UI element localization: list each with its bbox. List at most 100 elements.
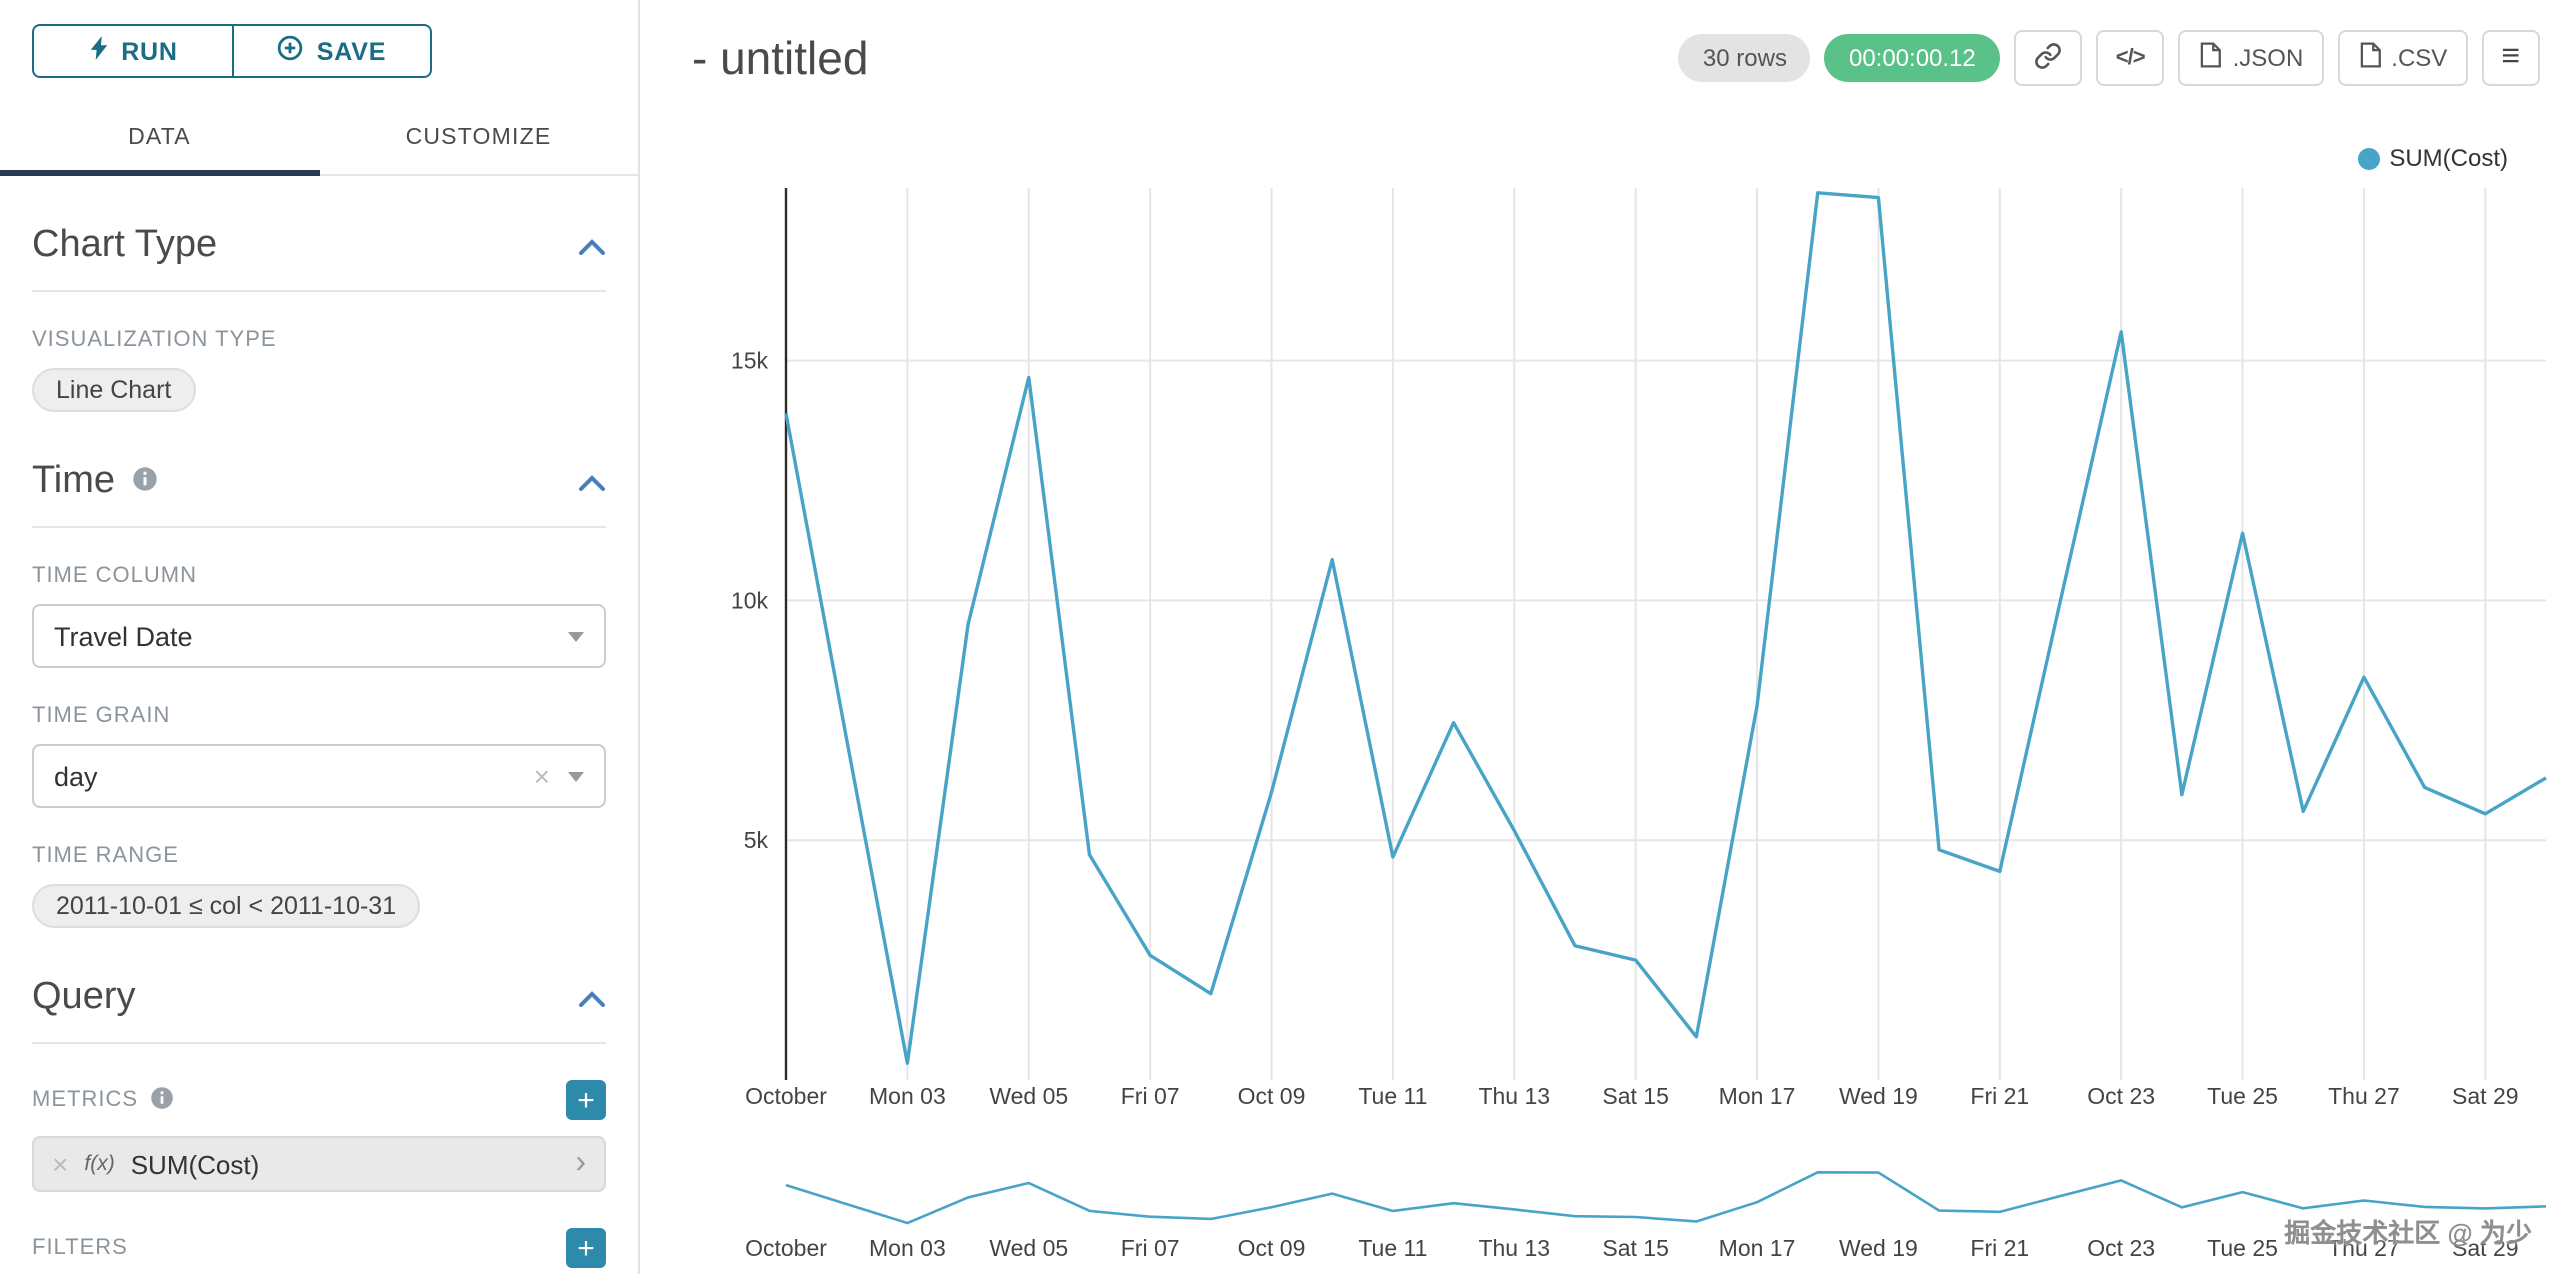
legend-dot — [2357, 147, 2380, 169]
svg-text:Sat 15: Sat 15 — [1602, 1235, 1669, 1261]
svg-text:Mon 03: Mon 03 — [869, 1235, 946, 1261]
export-json-button[interactable]: .JSON — [2178, 30, 2324, 86]
chart-menu-button[interactable]: ≡ — [2481, 30, 2540, 86]
metrics-label: METRICS — [32, 1088, 138, 1112]
svg-text:Mon 17: Mon 17 — [1719, 1083, 1796, 1109]
svg-text:Tue 25: Tue 25 — [2207, 1235, 2278, 1261]
metric-value: SUM(Cost) — [130, 1149, 260, 1179]
info-icon — [131, 460, 157, 504]
svg-text:Oct 23: Oct 23 — [2087, 1235, 2155, 1261]
chart-panel: 5k 10k 15k October October Mon 03 Mon 03 Wed 05… — [640, 0, 2576, 1274]
time-range-label: TIME RANGE — [32, 844, 179, 868]
svg-text:October: October — [745, 1083, 827, 1109]
svg-text:Oct 09: Oct 09 — [1238, 1235, 1306, 1261]
section-title: Time — [32, 460, 116, 502]
chart-header-controls: 30 rows 00:00:00.12 </> .JSON .CSV — [1678, 30, 2540, 86]
chart-legend[interactable]: SUM(Cost) — [2357, 144, 2508, 172]
export-csv-button[interactable]: .CSV — [2337, 30, 2468, 86]
time-column-select[interactable]: Travel Date — [32, 604, 606, 668]
export-csv-label: .CSV — [2391, 44, 2448, 72]
time-range-value[interactable]: 2011-10-01 ≤ col < 2011-10-31 — [32, 884, 421, 928]
run-button[interactable]: RUN — [32, 24, 233, 78]
tab-customize[interactable]: CUSTOMIZE — [405, 126, 552, 150]
hamburger-menu-icon: ≡ — [2501, 40, 2520, 74]
svg-text:Mon 17: Mon 17 — [1719, 1235, 1796, 1261]
svg-text:Fri 21: Fri 21 — [1970, 1235, 2029, 1261]
svg-text:Fri 07: Fri 07 — [1121, 1235, 1180, 1261]
view-query-button[interactable]: </> — [2095, 30, 2165, 86]
svg-text:Tue 11: Tue 11 — [1358, 1235, 1427, 1261]
svg-text:October: October — [745, 1235, 827, 1261]
svg-text:Wed 19: Wed 19 — [1839, 1235, 1918, 1261]
svg-text:Mon 03: Mon 03 — [869, 1083, 946, 1109]
svg-text:Wed 05: Wed 05 — [989, 1083, 1068, 1109]
svg-text:Thu 13: Thu 13 — [1478, 1083, 1550, 1109]
metric-token[interactable]: × f(x) SUM(Cost) › — [32, 1136, 606, 1192]
query-timer-badge: 00:00:00.12 — [1824, 34, 2000, 82]
filters-label: FILTERS — [32, 1236, 128, 1260]
export-json-label: .JSON — [2232, 44, 2304, 72]
section-query-header[interactable]: Query — [32, 976, 606, 1044]
section-time-header[interactable]: Time — [32, 460, 606, 528]
caret-down-icon — [568, 631, 584, 641]
caret-down-icon — [568, 771, 584, 781]
watermark: 掘金技术社区 @ 为少 — [2284, 1218, 2532, 1248]
save-button-label: SAVE — [316, 37, 387, 65]
lightning-icon — [87, 34, 109, 68]
tab-data[interactable]: DATA — [0, 106, 319, 176]
run-button-label: RUN — [121, 37, 178, 65]
section-title: Chart Type — [32, 224, 218, 266]
svg-text:15k: 15k — [731, 348, 769, 374]
svg-text:Sat 15: Sat 15 — [1602, 1083, 1669, 1109]
time-grain-label: TIME GRAIN — [32, 704, 171, 728]
section-title: Query — [32, 976, 136, 1018]
clear-icon[interactable]: × — [533, 760, 550, 792]
code-icon: </> — [2115, 46, 2146, 70]
info-icon — [150, 1085, 174, 1115]
file-icon — [2199, 42, 2223, 74]
viz-type-label: VISUALIZATION TYPE — [32, 328, 277, 352]
function-icon: f(x) — [84, 1152, 115, 1176]
chevron-up-icon[interactable] — [578, 237, 606, 255]
time-grain-value: day — [54, 761, 98, 791]
svg-text:Wed 19: Wed 19 — [1839, 1083, 1918, 1109]
row-count-badge: 30 rows — [1678, 34, 1811, 82]
svg-text:Tue 25: Tue 25 — [2207, 1083, 2278, 1109]
svg-text:Sat 29: Sat 29 — [2452, 1083, 2519, 1109]
chevron-up-icon[interactable] — [578, 473, 606, 491]
link-icon — [2034, 41, 2062, 75]
svg-text:Tue 11: Tue 11 — [1358, 1083, 1427, 1109]
add-metric-button[interactable]: + — [566, 1080, 606, 1120]
section-query: Query METRICS + × f(x) SUM(Cost) — [32, 976, 606, 1268]
panel-tabs: DATA CUSTOMIZE — [0, 106, 638, 176]
metrics-row: METRICS + — [32, 1080, 606, 1120]
section-time: Time TIME COLUMN Travel Date TIME GRAIN … — [32, 460, 606, 928]
chart-title: - untitled — [692, 32, 869, 84]
control-panel: RUN SAVE DATA CUSTOMIZE Chart Type VISUA… — [0, 0, 640, 1274]
section-chart-type: Chart Type VISUALIZATION TYPE Line Chart — [32, 224, 606, 412]
svg-text:Wed 05: Wed 05 — [989, 1235, 1068, 1261]
chevron-up-icon[interactable] — [578, 989, 606, 1007]
svg-text:Thu 27: Thu 27 — [2328, 1083, 2400, 1109]
timeseries-line-chart[interactable]: 5k 10k 15k October October Mon 03 Mon 03 Wed 05… — [640, 0, 2574, 1274]
legend-label: SUM(Cost) — [2389, 144, 2508, 172]
run-save-button-group: RUN SAVE — [32, 24, 432, 78]
remove-metric-icon[interactable]: × — [52, 1148, 69, 1180]
save-button[interactable]: SAVE — [233, 24, 432, 78]
chevron-right-icon[interactable]: › — [575, 1146, 586, 1180]
svg-text:Fri 21: Fri 21 — [1970, 1083, 2029, 1109]
svg-text:5k: 5k — [744, 827, 769, 853]
svg-text:10k: 10k — [731, 587, 769, 613]
section-chart-type-header[interactable]: Chart Type — [32, 224, 606, 292]
viz-type-value[interactable]: Line Chart — [32, 368, 196, 412]
file-icon — [2357, 42, 2381, 74]
add-filter-button[interactable]: + — [566, 1228, 606, 1268]
filters-row: FILTERS + — [32, 1228, 606, 1268]
time-grain-select[interactable]: day × — [32, 744, 606, 808]
svg-text:Thu 13: Thu 13 — [1478, 1235, 1550, 1261]
time-column-value: Travel Date — [54, 621, 193, 651]
svg-text:Oct 23: Oct 23 — [2087, 1083, 2155, 1109]
plus-circle-icon — [277, 34, 305, 68]
share-link-button[interactable] — [2013, 30, 2082, 86]
